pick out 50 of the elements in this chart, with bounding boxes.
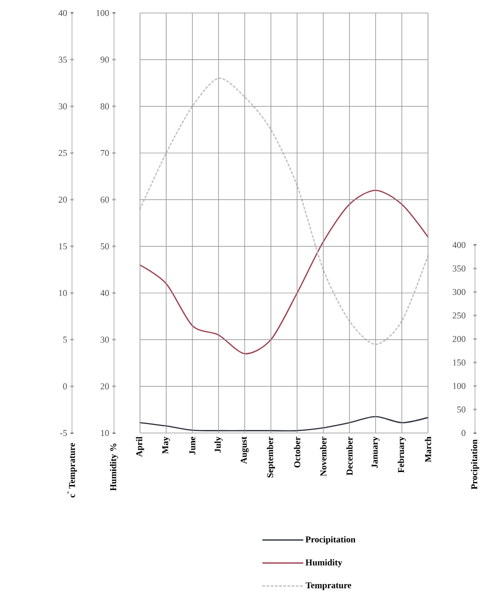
y2-tick-label: 400 [452,242,466,248]
y3-tick-label: 5 [63,336,67,343]
y3-tick-label: 30 [58,103,67,110]
x-tick-label: November [320,436,326,476]
line-series [139,78,429,346]
y3-tick-label: 15 [59,243,67,250]
y2-tick-label: 50 [457,406,466,413]
legend-label: Temprature [306,582,352,590]
y3-tick-label: -5 [60,430,67,436]
y-tick-label: 30 [100,336,109,343]
y3-tick-label: 40 [58,10,67,16]
y2-tick-label: 100 [453,382,466,390]
x-tick-label: April [136,436,144,457]
y-axis-title: Humidity % [110,444,118,491]
y-tick-label: 70 [100,150,109,156]
y2-tick-label: 0 [462,430,466,436]
y2-tick-label: 300 [452,288,466,296]
legend-label: Humidity [306,559,342,568]
y3-tick-label: 0 [63,383,67,390]
x-tick-label: July [214,436,223,453]
x-tick-label: June [189,436,196,455]
y2-tick-label: 350 [452,265,466,272]
y-tick-label: 80 [100,103,109,110]
y2-tick-label: 150 [453,359,466,366]
x-tick-label: December [346,436,353,476]
line-series [139,190,429,354]
y-tick-label: 10 [101,430,109,436]
y-tick-label: 20 [100,383,109,390]
x-tick-label: October [294,436,300,468]
y3-axis-title: c$^{°}$ Temprature [67,443,77,498]
y2-tick-label: 250 [452,312,466,319]
line-series [139,416,429,432]
y-tick-label: 100 [96,10,109,16]
x-tick-label: February [398,436,406,473]
y3-tick-label: 35 [58,56,67,63]
y3-tick-label: 20 [58,196,67,203]
y3-tick-label: 25 [58,150,67,156]
y-tick-label: 40 [100,290,109,296]
x-tick-label: May [162,436,170,454]
x-tick-label: August [240,436,249,464]
y2-tick-label: 200 [452,336,466,342]
y-tick-label: 90 [100,56,109,63]
legend-label: Procipitation [306,536,356,544]
x-tick-label: September [266,436,275,478]
x-tick-label: March [424,436,432,462]
x-tick-label: January [372,436,380,468]
y-tick-label: 50 [100,243,109,250]
y-tick-label: 60 [100,196,109,203]
y3-tick-label: 10 [59,290,67,296]
y2-axis-title: Procipitation [470,439,480,490]
